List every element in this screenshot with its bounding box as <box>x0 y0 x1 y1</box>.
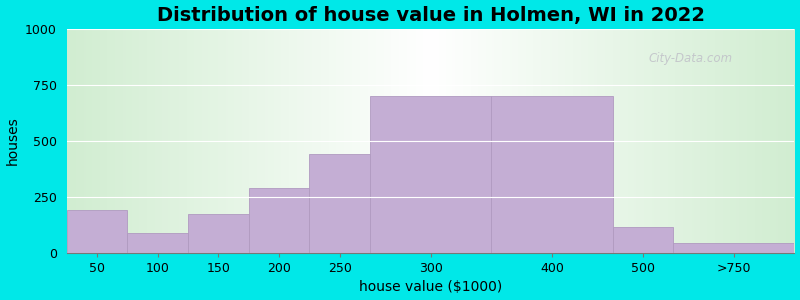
Bar <box>249 188 310 253</box>
Bar <box>370 96 491 253</box>
Bar <box>310 154 370 253</box>
Y-axis label: houses: houses <box>6 116 19 165</box>
Title: Distribution of house value in Holmen, WI in 2022: Distribution of house value in Holmen, W… <box>157 6 705 25</box>
Bar <box>127 233 188 253</box>
Text: City-Data.com: City-Data.com <box>649 52 733 64</box>
Bar <box>66 210 127 253</box>
Bar <box>491 96 613 253</box>
Bar <box>188 214 249 253</box>
X-axis label: house value ($1000): house value ($1000) <box>359 280 502 294</box>
Bar <box>673 243 794 253</box>
Bar <box>613 227 673 253</box>
